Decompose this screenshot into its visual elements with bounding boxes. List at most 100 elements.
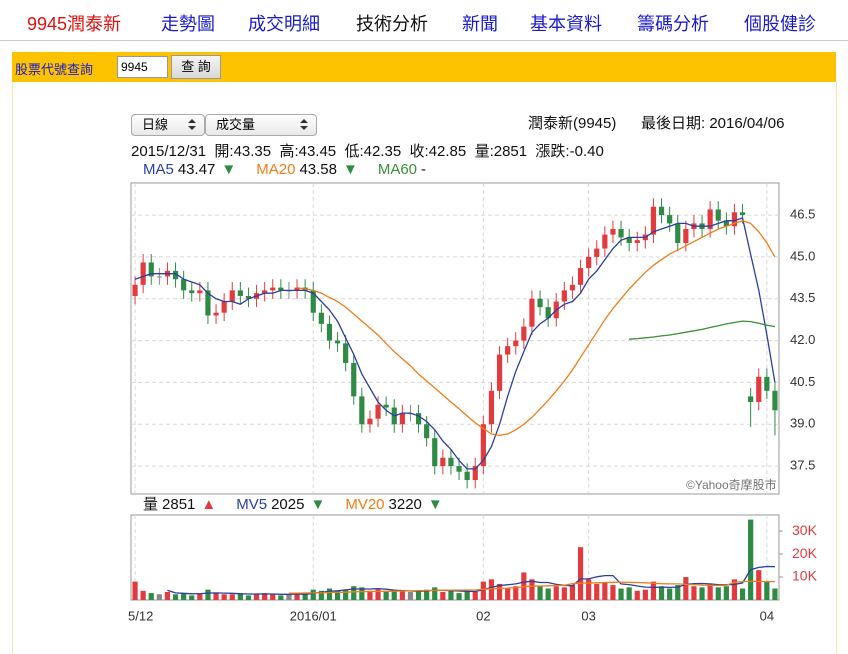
border [12, 82, 13, 654]
candle-body [132, 284, 138, 296]
y-tick-label: 30K [792, 522, 818, 538]
candle-body [658, 206, 665, 216]
candle-body [748, 396, 754, 402]
candle-body [723, 220, 729, 227]
candle-body [245, 295, 252, 299]
candle-body [310, 290, 316, 313]
volume-bar [245, 595, 252, 600]
candle-body [480, 424, 486, 467]
y-tick-label: 10K [792, 568, 818, 584]
volume-bar [586, 579, 592, 600]
candle-body [351, 362, 357, 397]
candle-body [213, 312, 219, 316]
period-select[interactable]: 日線 [131, 114, 205, 136]
volume-bar [610, 585, 616, 600]
candle-body [326, 323, 333, 341]
candle-body [505, 346, 511, 355]
volume-bar [618, 588, 624, 600]
volume-bar [505, 588, 511, 600]
y-tick-label: 42.0 [790, 332, 815, 347]
volume-bar [691, 586, 697, 600]
line [296, 220, 776, 437]
indicator-select[interactable]: 成交量 [205, 114, 317, 136]
candle-body [197, 290, 203, 294]
volume-bar [472, 591, 478, 600]
candle-body [229, 290, 235, 302]
legend-text: MV5 [236, 496, 267, 513]
candle-body [675, 223, 681, 243]
candle-body [448, 457, 454, 467]
volume-bar [318, 590, 324, 600]
nav-item[interactable]: 籌碼分析 [637, 14, 709, 34]
legend-text: MA5 [143, 161, 174, 178]
volume-bar [667, 588, 673, 600]
candle-body [367, 418, 373, 425]
nav-item[interactable]: 新聞 [462, 14, 498, 34]
candle-body [529, 298, 535, 327]
volume-bar [343, 589, 349, 600]
search-label: 股票代號查詢 [15, 62, 94, 77]
candle-body [221, 301, 227, 313]
legend-text: 43.58 [299, 161, 337, 178]
candle-body [278, 287, 284, 291]
volume-bar [432, 587, 438, 600]
volume-bar [310, 589, 316, 600]
candle-body [189, 290, 195, 294]
volume-bar [642, 589, 648, 600]
volume-bar [334, 590, 341, 600]
candle-body [440, 457, 446, 467]
volume-bar [367, 590, 373, 600]
candle-body [148, 262, 154, 277]
nav-item[interactable]: 基本資料 [530, 14, 602, 34]
volume-bar [140, 590, 146, 600]
search-bar: 股票代號查詢 9945 查 詢 [12, 52, 836, 82]
y-tick-label: 20K [792, 545, 818, 561]
volume-bar [391, 590, 397, 600]
volume-bar [132, 581, 138, 600]
legend-text: MV20 [345, 496, 384, 513]
candle-body [634, 240, 640, 243]
volume-bar [731, 579, 738, 600]
stock-name: 潤泰新(9945) [528, 115, 617, 132]
nav-item[interactable]: 技術分析 [356, 14, 428, 34]
volume-bar [464, 590, 470, 600]
x-tick-label: 2016/01 [290, 608, 337, 623]
candle-body [756, 376, 762, 402]
stock-link[interactable]: 9945潤泰新 [27, 14, 122, 34]
volume-bar [772, 588, 778, 600]
candle-body [359, 396, 365, 425]
volume-bar [496, 583, 503, 600]
line [167, 565, 775, 595]
volume-bar [553, 586, 559, 600]
volume-bar [229, 594, 235, 600]
candle-body [488, 390, 495, 425]
volume-bar [197, 593, 203, 600]
candle-body [739, 212, 746, 216]
legend-text: ▼ [428, 496, 443, 513]
line [629, 320, 776, 340]
candle-body [156, 276, 162, 278]
candle-body [496, 354, 503, 391]
volume-bar [181, 593, 187, 600]
volume-bar [545, 588, 551, 600]
volume-bar [594, 583, 600, 600]
volume-bar [456, 593, 462, 600]
candle-body [537, 298, 543, 308]
candle-body [181, 279, 187, 291]
volume-bar [407, 591, 414, 600]
volume-bar [440, 591, 446, 600]
plot-frame [130, 514, 780, 601]
candle-body [577, 268, 584, 285]
volume-bar [237, 593, 243, 600]
nav-item[interactable]: 成交明細 [248, 14, 320, 34]
search-input[interactable]: 9945 [117, 56, 168, 78]
legend-text: 2025 [271, 496, 304, 513]
nav-item[interactable]: 走勢圖 [161, 14, 215, 34]
candle-body [715, 209, 721, 221]
nav-item[interactable]: 個股健診 [744, 14, 816, 34]
search-button[interactable]: 查 詢 [171, 55, 221, 79]
legend-text: - [421, 161, 426, 178]
y-tick-label: 45.0 [790, 248, 815, 263]
